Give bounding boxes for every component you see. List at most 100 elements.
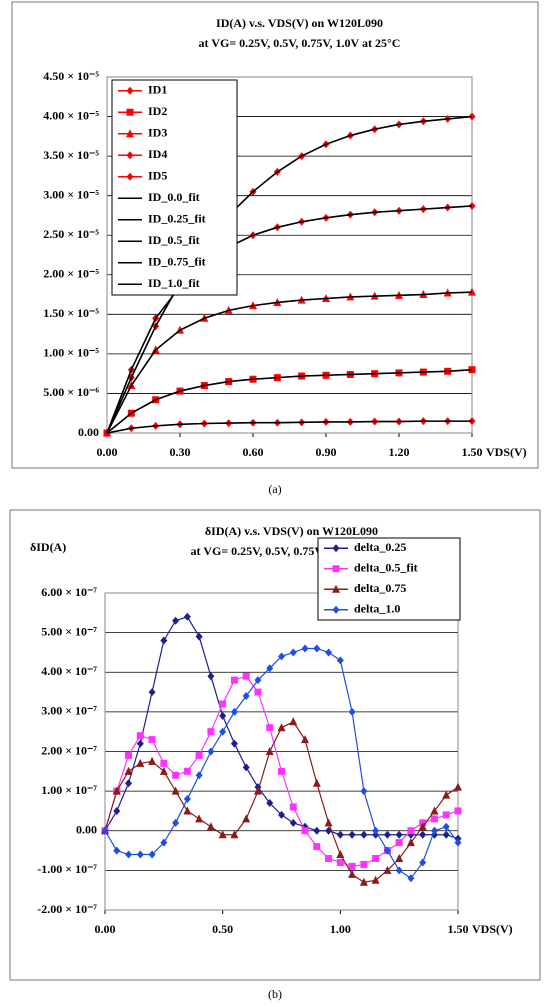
data-point <box>359 877 368 886</box>
data-point <box>301 827 309 835</box>
data-point <box>218 830 227 839</box>
data-point <box>348 862 356 870</box>
legend-marker <box>126 129 134 138</box>
data-point <box>442 822 450 831</box>
data-point <box>148 736 156 744</box>
data-point <box>454 807 462 815</box>
data-point <box>383 865 392 874</box>
legend-label: ID_0.5_fit <box>148 233 200 247</box>
data-point <box>301 735 310 744</box>
legend-marker <box>126 108 134 116</box>
data-point <box>136 732 144 740</box>
data-point <box>419 830 427 839</box>
data-point <box>289 648 297 657</box>
plot-area <box>104 592 459 911</box>
legend-label: ID_0.75_fit <box>148 255 206 269</box>
legend-label: ID5 <box>148 169 167 183</box>
legend-label: delta_0.75 <box>354 581 406 595</box>
data-point <box>160 636 168 645</box>
legend-marker <box>126 86 134 95</box>
data-point <box>430 806 439 815</box>
data-point <box>136 850 144 859</box>
data-point <box>183 767 191 775</box>
data-point <box>207 747 215 756</box>
data-point <box>219 711 227 720</box>
data-point <box>242 692 250 701</box>
data-point <box>312 778 321 787</box>
legend-marker <box>126 151 134 160</box>
x-tick-label: 1.50 <box>462 445 483 459</box>
x-tick-label: 1.20 <box>389 445 410 459</box>
data-point <box>148 688 156 697</box>
y-tick-label: 6.00 × 10⁻⁷ <box>41 585 97 599</box>
data-point <box>348 830 356 839</box>
data-point <box>195 632 203 641</box>
x-tick-label: 0.60 <box>243 445 264 459</box>
caption: (b) <box>268 987 282 1001</box>
data-point <box>407 874 415 883</box>
data-point <box>207 672 215 681</box>
legend-label: ID4 <box>148 147 167 161</box>
legend-marker <box>332 565 340 573</box>
data-point <box>207 728 215 736</box>
series-line <box>106 115 473 434</box>
data-point <box>253 786 262 795</box>
y-tick-label: 0.00 <box>78 425 99 439</box>
x-tick-label: 0.30 <box>170 445 191 459</box>
data-point <box>242 672 250 680</box>
x-axis-label: VDS(V) <box>472 922 513 936</box>
data-point <box>148 756 157 765</box>
data-point <box>172 818 180 827</box>
data-point <box>219 727 227 736</box>
x-tick-label: 0.00 <box>95 922 116 936</box>
data-point <box>360 830 368 839</box>
y-tick-label: 2.00 × 10⁻⁵ <box>43 267 99 281</box>
data-point <box>336 858 344 866</box>
x-axis-label: VDS(V) <box>486 445 527 459</box>
data-point <box>336 830 344 839</box>
data-point <box>112 786 121 795</box>
data-point <box>406 838 415 847</box>
data-point <box>183 612 191 621</box>
legend-marker <box>332 584 340 593</box>
y-tick-label: 5.00 × 10⁻⁷ <box>41 624 97 638</box>
data-point <box>360 860 368 868</box>
data-point <box>266 799 274 808</box>
data-point <box>113 806 121 815</box>
data-point <box>419 858 427 867</box>
data-point <box>183 795 191 804</box>
legend-label: delta_1.0 <box>354 602 400 616</box>
y-tick-label: 3.00 × 10⁻⁵ <box>43 187 99 201</box>
legend-label: ID2 <box>148 104 167 118</box>
data-point <box>383 830 391 839</box>
legend-marker <box>332 544 340 553</box>
data-point <box>183 806 192 815</box>
data-point <box>418 822 427 831</box>
data-point <box>266 724 274 732</box>
x-tick-label: 0.00 <box>97 445 118 459</box>
y-tick-label: 2.50 × 10⁻⁵ <box>43 227 99 241</box>
data-point <box>395 866 403 875</box>
data-point <box>372 854 380 862</box>
legend-label: delta_0.5_fit <box>354 561 418 575</box>
y-tick-label: 1.00 × 10⁻⁷ <box>41 783 97 797</box>
data-point <box>160 838 168 847</box>
plot-area <box>106 76 473 434</box>
legend-label: ID_1.0_fit <box>148 276 200 290</box>
data-point <box>289 818 297 827</box>
data-point <box>254 688 262 696</box>
data-point <box>289 803 297 811</box>
data-point <box>148 850 156 859</box>
data-point <box>360 787 368 796</box>
legend <box>317 537 461 621</box>
y-tick-label: 4.00 × 10⁻⁷ <box>41 664 97 678</box>
data-point <box>468 287 476 296</box>
y-tick-label: 4.50 × 10⁻⁵ <box>43 69 99 83</box>
y-tick-label: 3.50 × 10⁻⁵ <box>43 148 99 162</box>
legend-marker <box>126 172 134 181</box>
data-point <box>395 830 403 839</box>
data-point <box>348 707 356 716</box>
data-point <box>313 826 321 835</box>
series-line <box>106 291 473 434</box>
